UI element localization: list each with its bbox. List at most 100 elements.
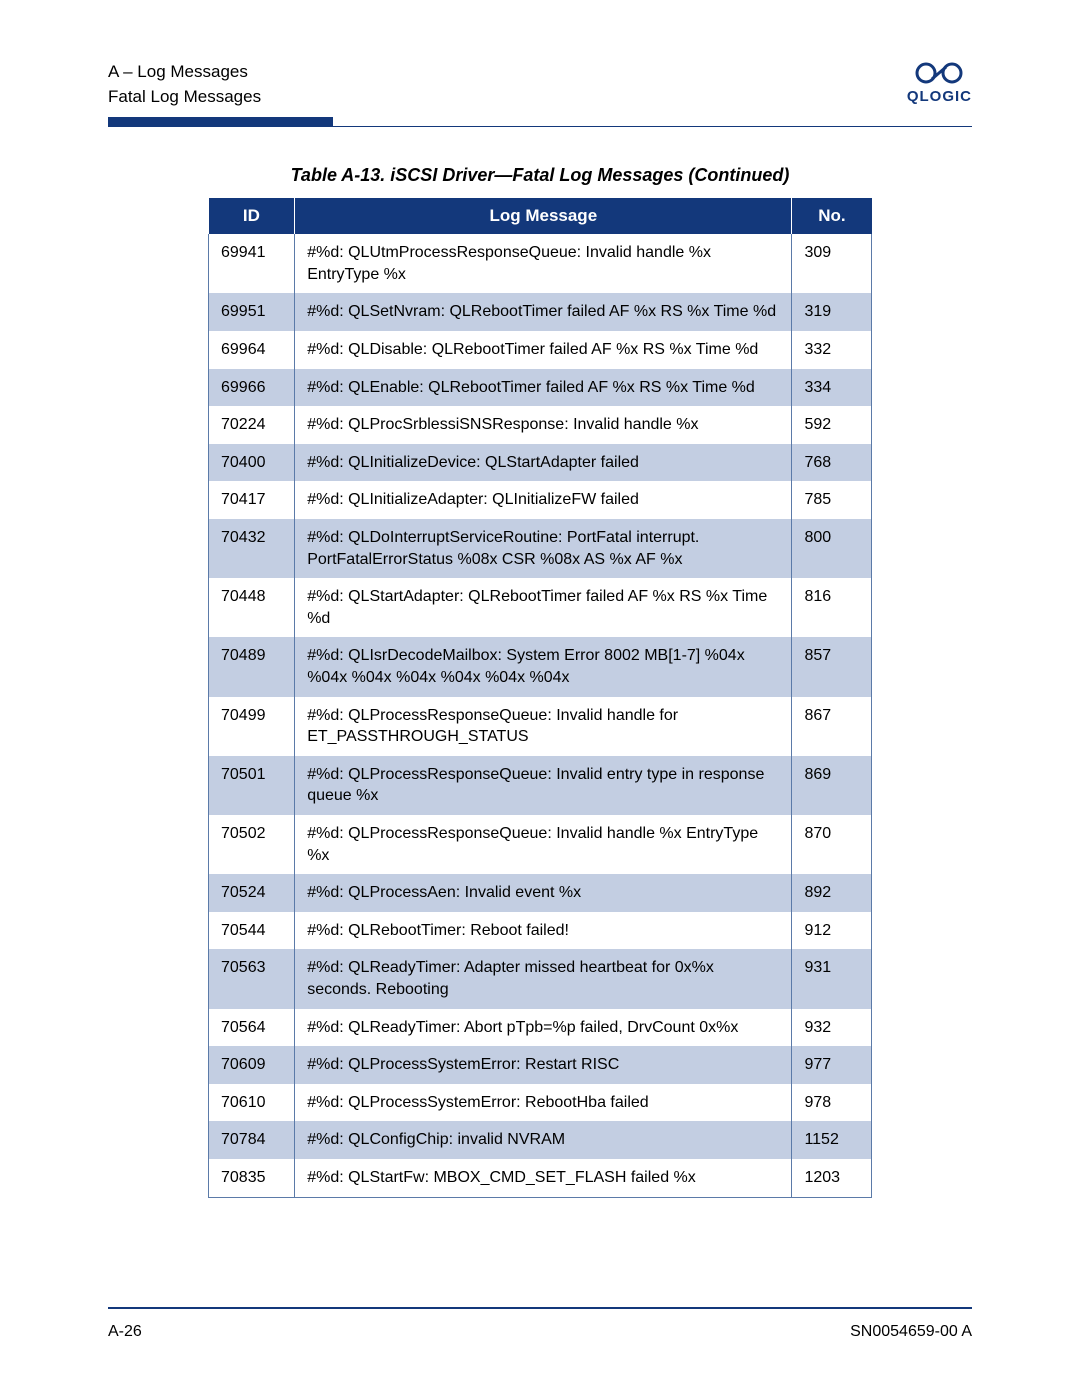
cell-no: 816 [792, 578, 872, 637]
cell-id: 70564 [209, 1009, 295, 1047]
table-row: 70524#%d: QLProcessAen: Invalid event %x… [209, 874, 872, 912]
footer-doc-number: SN0054659-00 A [850, 1323, 972, 1341]
cell-id: 69966 [209, 369, 295, 407]
cell-no: 857 [792, 637, 872, 696]
table-row: 69951#%d: QLSetNvram: QLRebootTimer fail… [209, 293, 872, 331]
cell-no: 869 [792, 756, 872, 815]
header-text: A – Log Messages Fatal Log Messages [108, 60, 261, 109]
cell-msg: #%d: QLDoInterruptServiceRoutine: PortFa… [295, 519, 792, 578]
qlogic-icon [912, 60, 966, 86]
table-row: 70432#%d: QLDoInterruptServiceRoutine: P… [209, 519, 872, 578]
cell-no: 912 [792, 912, 872, 950]
cell-id: 69941 [209, 234, 295, 293]
cell-no: 931 [792, 949, 872, 1008]
cell-no: 592 [792, 406, 872, 444]
cell-msg: #%d: QLConfigChip: invalid NVRAM [295, 1121, 792, 1159]
header-line1: A – Log Messages [108, 60, 261, 85]
cell-id: 70489 [209, 637, 295, 696]
cell-no: 1203 [792, 1159, 872, 1197]
cell-id: 70835 [209, 1159, 295, 1197]
table-row: 70499#%d: QLProcessResponseQueue: Invali… [209, 697, 872, 756]
cell-no: 870 [792, 815, 872, 874]
cell-id: 70610 [209, 1084, 295, 1122]
col-header-no: No. [792, 198, 872, 234]
cell-id: 70448 [209, 578, 295, 637]
cell-no: 977 [792, 1046, 872, 1084]
cell-msg: #%d: QLDisable: QLRebootTimer failed AF … [295, 331, 792, 369]
cell-no: 932 [792, 1009, 872, 1047]
table-row: 70563#%d: QLReadyTimer: Adapter missed h… [209, 949, 872, 1008]
cell-msg: #%d: QLEnable: QLRebootTimer failed AF %… [295, 369, 792, 407]
cell-id: 70784 [209, 1121, 295, 1159]
cell-id: 70499 [209, 697, 295, 756]
table-row: 70489#%d: QLIsrDecodeMailbox: System Err… [209, 637, 872, 696]
cell-id: 70609 [209, 1046, 295, 1084]
cell-no: 768 [792, 444, 872, 482]
cell-no: 785 [792, 481, 872, 519]
table-row: 69964#%d: QLDisable: QLRebootTimer faile… [209, 331, 872, 369]
table-row: 70784#%d: QLConfigChip: invalid NVRAM115… [209, 1121, 872, 1159]
cell-no: 309 [792, 234, 872, 293]
cell-no: 800 [792, 519, 872, 578]
cell-id: 69964 [209, 331, 295, 369]
col-header-id: ID [209, 198, 295, 234]
cell-no: 978 [792, 1084, 872, 1122]
footer-page-number: A-26 [108, 1323, 142, 1341]
cell-msg: #%d: QLInitializeAdapter: QLInitializeFW… [295, 481, 792, 519]
cell-msg: #%d: QLProcessResponseQueue: Invalid han… [295, 815, 792, 874]
cell-no: 867 [792, 697, 872, 756]
cell-id: 70524 [209, 874, 295, 912]
cell-msg: #%d: QLReadyTimer: Adapter missed heartb… [295, 949, 792, 1008]
log-messages-table: ID Log Message No. 69941#%d: QLUtmProces… [208, 198, 872, 1197]
table-row: 70448#%d: QLStartAdapter: QLRebootTimer … [209, 578, 872, 637]
cell-id: 70563 [209, 949, 295, 1008]
cell-msg: #%d: QLRebootTimer: Reboot failed! [295, 912, 792, 950]
cell-id: 70417 [209, 481, 295, 519]
table-row: 69941#%d: QLUtmProcessResponseQueue: Inv… [209, 234, 872, 293]
header-line2: Fatal Log Messages [108, 85, 261, 110]
table-row: 70544#%d: QLRebootTimer: Reboot failed!9… [209, 912, 872, 950]
brand-logo: QLOGIC [907, 60, 972, 105]
cell-msg: #%d: QLIsrDecodeMailbox: System Error 80… [295, 637, 792, 696]
table-row: 70609#%d: QLProcessSystemError: Restart … [209, 1046, 872, 1084]
table-row: 70564#%d: QLReadyTimer: Abort pTpb=%p fa… [209, 1009, 872, 1047]
cell-msg: #%d: QLProcessSystemError: Restart RISC [295, 1046, 792, 1084]
table-header-row: ID Log Message No. [209, 198, 872, 234]
cell-msg: #%d: QLInitializeDevice: QLStartAdapter … [295, 444, 792, 482]
table-row: 70417#%d: QLInitializeAdapter: QLInitial… [209, 481, 872, 519]
cell-id: 70400 [209, 444, 295, 482]
cell-msg: #%d: QLProcessAen: Invalid event %x [295, 874, 792, 912]
table-row: 70835#%d: QLStartFw: MBOX_CMD_SET_FLASH … [209, 1159, 872, 1197]
table-row: 70502#%d: QLProcessResponseQueue: Invali… [209, 815, 872, 874]
cell-msg: #%d: QLProcSrblessiSNSResponse: Invalid … [295, 406, 792, 444]
table-row: 70501#%d: QLProcessResponseQueue: Invali… [209, 756, 872, 815]
cell-id: 70501 [209, 756, 295, 815]
cell-id: 70224 [209, 406, 295, 444]
cell-id: 70502 [209, 815, 295, 874]
table-row: 70224#%d: QLProcSrblessiSNSResponse: Inv… [209, 406, 872, 444]
cell-id: 69951 [209, 293, 295, 331]
cell-no: 332 [792, 331, 872, 369]
table-caption: Table A-13. iSCSI Driver—Fatal Log Messa… [108, 165, 972, 186]
cell-id: 70432 [209, 519, 295, 578]
page-header: A – Log Messages Fatal Log Messages QLOG… [108, 60, 972, 109]
cell-msg: #%d: QLStartAdapter: QLRebootTimer faile… [295, 578, 792, 637]
cell-no: 1152 [792, 1121, 872, 1159]
page-footer: A-26 SN0054659-00 A [108, 1307, 972, 1341]
cell-msg: #%d: QLReadyTimer: Abort pTpb=%p failed,… [295, 1009, 792, 1047]
cell-msg: #%d: QLUtmProcessResponseQueue: Invalid … [295, 234, 792, 293]
table-row: 70400#%d: QLInitializeDevice: QLStartAda… [209, 444, 872, 482]
cell-msg: #%d: QLStartFw: MBOX_CMD_SET_FLASH faile… [295, 1159, 792, 1197]
col-header-msg: Log Message [295, 198, 792, 234]
cell-no: 334 [792, 369, 872, 407]
cell-no: 319 [792, 293, 872, 331]
header-rule [108, 117, 972, 127]
table-row: 69966#%d: QLEnable: QLRebootTimer failed… [209, 369, 872, 407]
brand-name: QLOGIC [907, 88, 972, 105]
cell-no: 892 [792, 874, 872, 912]
cell-id: 70544 [209, 912, 295, 950]
cell-msg: #%d: QLProcessResponseQueue: Invalid han… [295, 697, 792, 756]
cell-msg: #%d: QLProcessResponseQueue: Invalid ent… [295, 756, 792, 815]
table-row: 70610#%d: QLProcessSystemError: RebootHb… [209, 1084, 872, 1122]
cell-msg: #%d: QLProcessSystemError: RebootHba fai… [295, 1084, 792, 1122]
